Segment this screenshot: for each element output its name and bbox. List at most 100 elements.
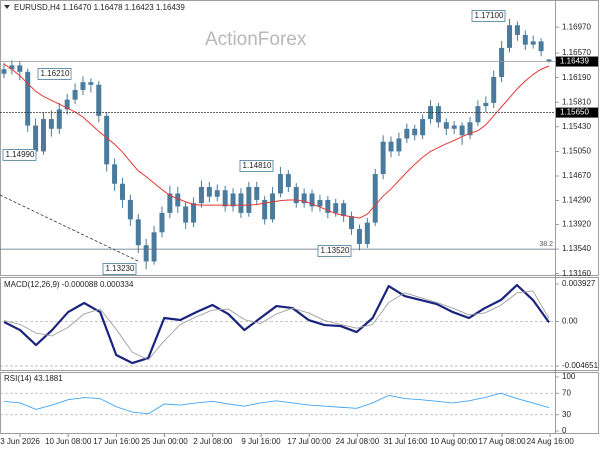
candle-body — [372, 174, 378, 223]
candle-body — [159, 212, 165, 233]
candle-body — [270, 193, 276, 220]
candle-body — [546, 59, 552, 62]
main-panel-frame — [0, 0, 599, 276]
candle-body — [309, 193, 315, 207]
annotation-box — [471, 10, 506, 22]
candle-body — [467, 122, 473, 136]
candle-body — [262, 199, 268, 220]
candle-body — [507, 25, 513, 48]
annotation-box — [2, 149, 37, 161]
y-tick-label: 1.15430 — [562, 122, 591, 131]
y-tick-label: 30 — [562, 410, 571, 419]
fib-label: 38.2 — [539, 241, 553, 248]
indicator-line — [3, 392, 550, 415]
y-tick-label: 1.16190 — [562, 73, 591, 82]
candle-body — [25, 71, 31, 126]
moving-average-line — [3, 63, 550, 219]
candle-body — [412, 128, 418, 136]
candle-body — [56, 109, 62, 129]
y-tick-label: 1.13920 — [562, 220, 591, 229]
annotation-box — [102, 263, 137, 275]
y-tick-label: -0.004651 — [562, 361, 599, 370]
candle-body — [167, 193, 173, 213]
candle-body — [483, 102, 489, 107]
indicator-line — [3, 283, 550, 365]
candle-body — [175, 193, 181, 207]
macd-panel-frame — [0, 277, 599, 371]
indicator-line — [3, 290, 550, 361]
y-tick-label: 1.15810 — [562, 97, 591, 106]
candle-body — [151, 232, 157, 262]
price-label-box — [556, 107, 598, 118]
candle-body — [420, 119, 426, 136]
x-tick-label: 17 Jul 00:00 — [287, 437, 331, 446]
annotation-box — [37, 68, 72, 80]
candle-body — [325, 199, 331, 213]
panel-title: EURUSD,H4 1.16470 1.16478 1.16423 1.1643… — [14, 3, 185, 12]
x-tick-label: 10 Jun 08:00 — [45, 437, 92, 446]
x-tick-label: 31 Jul 16:00 — [384, 437, 428, 446]
candle-body — [530, 41, 536, 45]
y-tick-label: 0 — [562, 426, 567, 435]
annotation: 1.13520 — [321, 246, 350, 255]
candle-body — [404, 128, 410, 139]
annotation: 1.16210 — [41, 69, 70, 78]
candle-body — [491, 77, 497, 103]
y-tick-label: 1.15050 — [562, 147, 591, 156]
y-tick-label: 70 — [562, 388, 571, 397]
candle-body — [254, 187, 260, 200]
candle-body — [317, 199, 323, 207]
y-tick-label: 1.16970 — [562, 22, 591, 31]
candle-body — [96, 84, 102, 116]
candle-body — [356, 229, 362, 244]
annotation-box — [317, 245, 352, 257]
price-label-box — [556, 56, 598, 67]
candle-body — [198, 187, 204, 204]
candle-body — [341, 203, 347, 217]
symbol-menu-icon — [4, 5, 10, 9]
candle-body — [285, 174, 291, 187]
price-label: 1.16439 — [560, 57, 589, 66]
candle-body — [443, 122, 449, 129]
annotation: 1.13230 — [106, 264, 135, 273]
candle-body — [127, 199, 133, 220]
candle-body — [238, 193, 244, 213]
panel-title: MACD(12,26,9) -0.000088 0.000334 — [4, 280, 134, 289]
candle-body — [80, 82, 86, 90]
candle-body — [333, 203, 339, 213]
rsi-panel-frame — [0, 372, 599, 434]
candle-body — [64, 99, 70, 110]
candle-body — [17, 65, 23, 72]
x-tick-label: 9 Jul 16:00 — [241, 437, 281, 446]
y-tick-label: 1.14290 — [562, 196, 591, 205]
annotation: 1.14990 — [6, 150, 35, 159]
candle-body — [293, 187, 299, 204]
panel-title: RSI(14) 43.1881 — [4, 374, 63, 383]
candle-body — [48, 119, 54, 129]
candle-body — [459, 125, 465, 136]
watermark: ActionForex — [205, 29, 307, 50]
annotation-box — [239, 160, 274, 172]
x-tick-label: 10 Aug 00:00 — [430, 437, 478, 446]
candle-body — [183, 206, 189, 223]
x-tick-label: 3 Jun 2026 — [0, 437, 40, 446]
candle-body — [522, 34, 528, 45]
trend-line — [0, 194, 141, 263]
candle-body — [72, 89, 78, 100]
candle-body — [388, 141, 394, 152]
candle-body — [119, 183, 125, 200]
candle-body — [301, 193, 307, 204]
candle-body — [222, 190, 228, 207]
candle-body — [246, 187, 252, 213]
x-tick-label: 24 Aug 16:00 — [527, 437, 575, 446]
candle-body — [396, 138, 402, 152]
candle-body — [112, 164, 118, 184]
candle-body — [380, 141, 386, 175]
candle-body — [104, 115, 110, 165]
candle-body — [135, 219, 141, 246]
x-tick-label: 25 Jun 00:00 — [141, 437, 188, 446]
x-tick-label: 17 Jun 16:00 — [93, 437, 140, 446]
y-tick-label: 1.13160 — [562, 269, 591, 278]
